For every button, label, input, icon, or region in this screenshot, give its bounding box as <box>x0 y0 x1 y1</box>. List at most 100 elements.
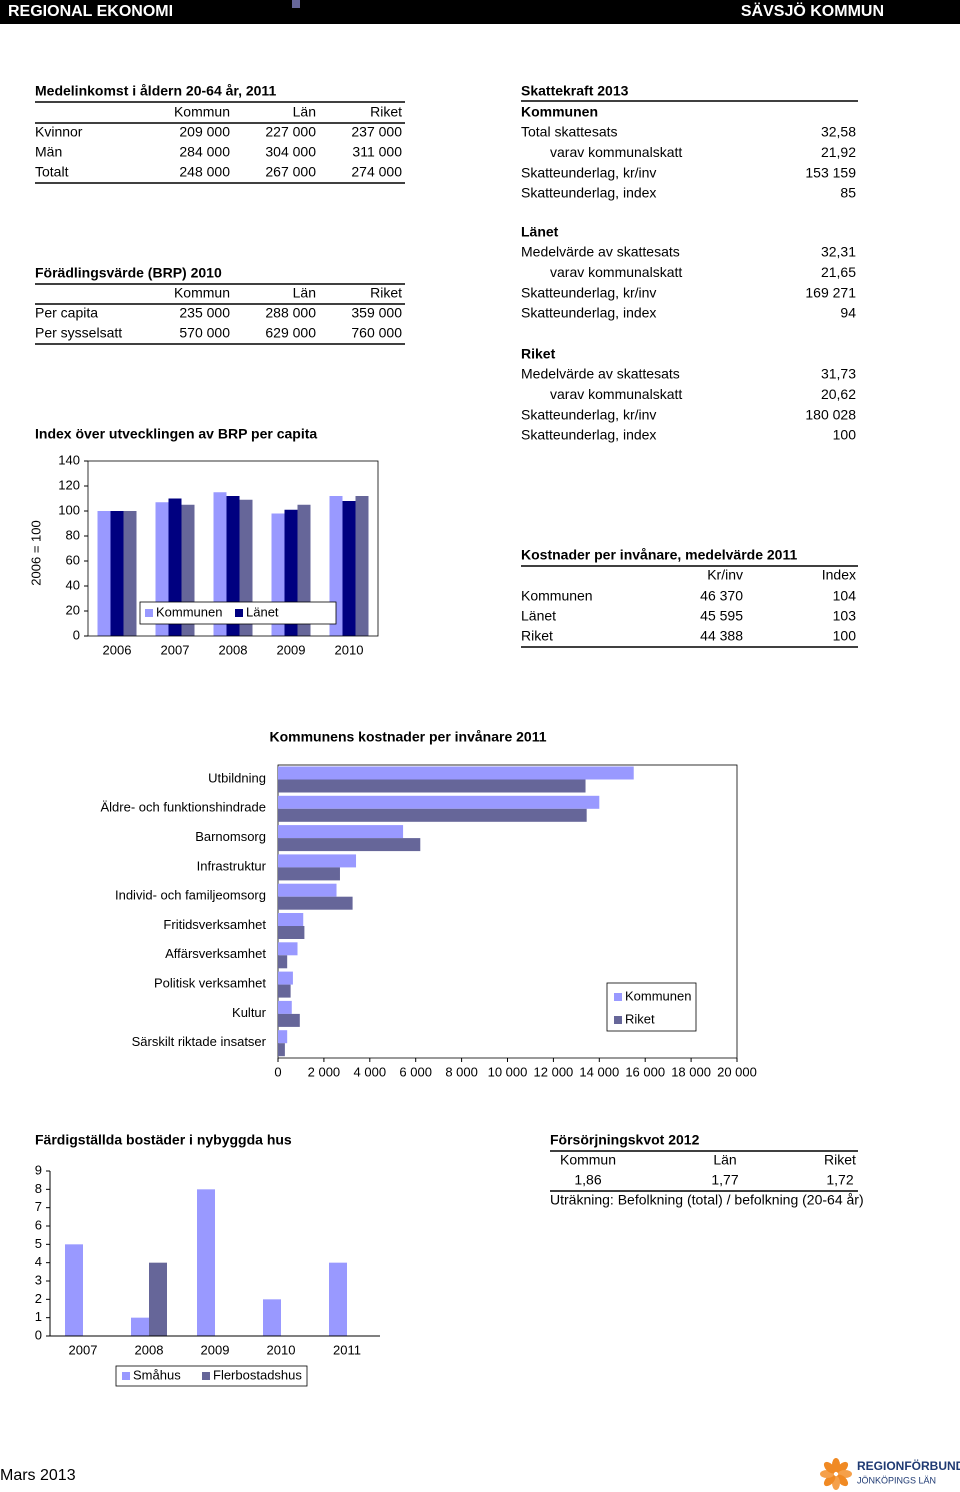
column-header: Kr/inv <box>707 567 743 583</box>
cell: 288 000 <box>265 305 316 321</box>
y-tick-label: Barnomsorg <box>195 829 266 844</box>
section-heading: Kommunen <box>521 104 598 120</box>
legend-label: Riket <box>303 0 333 6</box>
bar <box>110 511 124 636</box>
bar <box>342 501 356 636</box>
y-tick-label: Äldre- och funktionshindrade <box>101 800 267 815</box>
bar <box>278 766 634 780</box>
cell: 267 000 <box>265 164 316 180</box>
bar <box>278 984 291 998</box>
column-header: Län <box>293 285 316 301</box>
footer-date: Mars 2013 <box>0 1467 76 1484</box>
legend-swatch <box>235 609 243 617</box>
chart-title: Färdigställda bostäder i nybyggda hus <box>35 1132 292 1148</box>
x-tick-label: 18 000 <box>671 1064 711 1079</box>
x-tick-label: 8 000 <box>445 1064 478 1079</box>
cell: 1,72 <box>826 1172 853 1188</box>
y-tick-label: 3 <box>35 1272 42 1287</box>
cell: 100 <box>833 628 857 644</box>
cell: 103 <box>833 608 857 624</box>
table-title: Förädlingsvärde (BRP) 2010 <box>35 265 222 281</box>
table-title: Kostnader per invånare, medelvärde 2011 <box>521 547 797 563</box>
y-tick-label: 4 <box>35 1254 42 1269</box>
bar <box>278 779 586 793</box>
bar <box>65 1244 83 1336</box>
y-tick-label: 6 <box>35 1217 42 1232</box>
cell: 32,58 <box>821 124 856 140</box>
cell: 237 000 <box>351 124 402 140</box>
y-tick-label: 2 <box>35 1291 42 1306</box>
column-header: Kommun <box>560 1152 616 1168</box>
bar <box>278 854 357 868</box>
cell: 209 000 <box>179 124 230 140</box>
cell: 169 271 <box>805 284 856 300</box>
legend-label: Länet <box>246 604 279 619</box>
cell: 235 000 <box>179 305 230 321</box>
x-tick-label: 2009 <box>277 642 306 657</box>
header-bar <box>0 0 960 24</box>
bar <box>226 496 240 636</box>
row-label: varav kommunalskatt <box>550 144 682 160</box>
bar <box>278 825 404 839</box>
x-tick-label: 4 000 <box>354 1064 387 1079</box>
bar <box>278 1000 292 1014</box>
y-axis-label: 2006 = 100 <box>28 520 43 585</box>
cell: 31,73 <box>821 366 856 382</box>
bar <box>355 496 369 636</box>
x-tick-label: 2008 <box>219 642 248 657</box>
bar <box>278 955 288 969</box>
cell: 85 <box>840 185 856 201</box>
y-tick-label: Utbildning <box>208 770 266 785</box>
row-label: Medelvärde av skattesats <box>521 366 680 382</box>
row-label: Män <box>35 144 62 160</box>
column-header: Riket <box>370 104 402 120</box>
y-tick-label: Kultur <box>232 1005 267 1020</box>
cell: 304 000 <box>265 144 316 160</box>
legend-label: Kommunen <box>156 604 222 619</box>
bar <box>263 1299 281 1336</box>
cell: 284 000 <box>179 144 230 160</box>
y-tick-label: 8 <box>35 1181 42 1196</box>
table-title: Försörjningskvot 2012 <box>550 1132 700 1148</box>
row-label: Per capita <box>35 305 98 321</box>
cell: 248 000 <box>179 164 230 180</box>
x-tick-label: 6 000 <box>399 1064 432 1079</box>
cell: 100 <box>833 427 857 443</box>
y-tick-label: 0 <box>35 1327 42 1342</box>
bar <box>278 913 304 926</box>
legend-box <box>115 1365 308 1387</box>
cell: 274 000 <box>351 164 402 180</box>
row-label: Skatteunderlag, index <box>521 427 656 443</box>
row-label: Skatteunderlag, index <box>521 185 656 201</box>
cell: 1,86 <box>574 1172 601 1188</box>
bar <box>278 896 353 910</box>
row-label: Skatteunderlag, kr/inv <box>521 284 656 300</box>
x-tick-label: 12 000 <box>534 1064 574 1079</box>
bar <box>213 492 227 636</box>
bar <box>329 1262 347 1336</box>
cell: 21,92 <box>821 144 856 160</box>
table-title: Skattekraft 2013 <box>521 83 629 99</box>
legend-swatch <box>614 993 622 1001</box>
legend-swatch <box>145 609 153 617</box>
x-tick-label: 2009 <box>201 1342 230 1357</box>
row-label: Riket <box>521 628 553 644</box>
y-tick-label: 80 <box>66 527 80 542</box>
chart-title: Kommunens kostnader per invånare 2011 <box>270 729 547 745</box>
bar <box>278 1013 300 1027</box>
legend-swatch <box>202 1372 210 1380</box>
x-tick-label: 14 000 <box>579 1064 619 1079</box>
bar <box>278 795 600 809</box>
bar <box>149 1262 167 1336</box>
y-tick-label: Särskilt riktade insatser <box>132 1034 267 1049</box>
chart-title: Index över utvecklingen av BRP per capit… <box>35 426 317 442</box>
bar <box>97 511 111 636</box>
cell: 32,31 <box>821 244 856 260</box>
y-tick-label: 0 <box>73 627 80 642</box>
row-label: Skatteunderlag, index <box>521 305 656 321</box>
row-label: varav kommunalskatt <box>550 386 682 402</box>
y-tick-label: 120 <box>58 477 80 492</box>
bar <box>278 838 421 852</box>
plot-frame <box>87 460 379 637</box>
column-header: Index <box>822 567 856 583</box>
